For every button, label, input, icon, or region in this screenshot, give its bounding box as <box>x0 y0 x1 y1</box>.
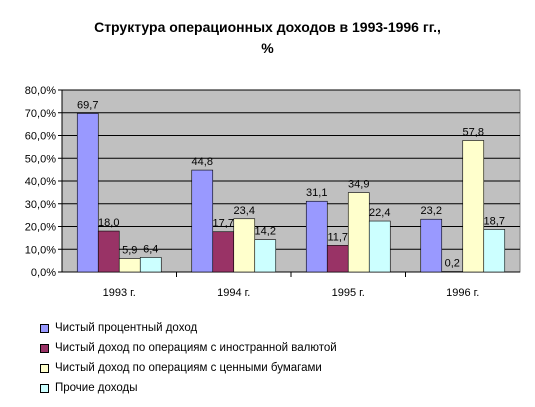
bar <box>233 218 256 273</box>
y-tick-label: 30,0% <box>25 199 56 211</box>
data-label: 17,7 <box>213 218 234 230</box>
data-label: 5,9 <box>122 245 137 257</box>
y-tick-label: 70,0% <box>25 108 56 120</box>
y-tick-label: 20,0% <box>25 222 56 234</box>
y-tick-label: 40,0% <box>25 176 56 188</box>
bar <box>212 231 235 273</box>
bar <box>326 245 349 273</box>
legend-swatch <box>40 343 49 353</box>
legend-label: Чистый доход по операциям с ценными бума… <box>55 362 322 374</box>
y-tick-label: 10,0% <box>25 244 56 256</box>
x-tick-label: 1994 г. <box>217 287 250 299</box>
bar <box>254 239 277 273</box>
x-tick-label: 1993 г. <box>103 287 136 299</box>
data-label: 18,7 <box>484 215 505 227</box>
chart-title-line1: Структура операционных доходов в 1993-19… <box>94 19 441 35</box>
y-tick-label: 50,0% <box>25 153 56 165</box>
bar <box>191 169 214 273</box>
data-label: 23,2 <box>421 205 442 217</box>
data-label: 31,1 <box>306 187 327 199</box>
x-tick-label: 1995 г. <box>332 287 365 299</box>
legend-label: Чистый доход по операциям с иностранной … <box>55 342 337 354</box>
bar <box>483 229 506 273</box>
data-label: 34,9 <box>348 179 369 191</box>
data-label: 6,4 <box>143 243 158 255</box>
bar <box>420 218 443 273</box>
data-label: 22,4 <box>369 207 390 219</box>
data-label: 18,0 <box>98 217 119 229</box>
bar <box>305 200 328 273</box>
data-label: 14,2 <box>255 226 276 238</box>
bar <box>347 192 370 273</box>
data-label: 0,2 <box>445 258 460 270</box>
bar <box>97 230 120 273</box>
y-tick-label: 60,0% <box>25 131 56 143</box>
bar <box>462 140 485 273</box>
legend-swatch <box>40 363 49 373</box>
y-tick-label: 0,0% <box>31 267 56 279</box>
legend-item: Прочие доходы <box>30 378 337 398</box>
legend-item: Чистый процентный доход <box>30 318 337 338</box>
data-label: 23,4 <box>234 205 255 217</box>
legend-swatch <box>40 383 49 393</box>
bar <box>76 113 99 273</box>
y-tick-label: 80,0% <box>25 85 56 97</box>
data-label: 44,8 <box>192 156 213 168</box>
bar <box>368 220 391 273</box>
chart-legend: Чистый процентный доход Чистый доход по о… <box>30 318 337 398</box>
x-tick-label: 1996 г. <box>446 287 479 299</box>
data-label: 11,7 <box>327 231 348 243</box>
bar <box>118 258 141 273</box>
chart-title-line2: % <box>261 40 274 56</box>
legend-swatch <box>40 323 49 333</box>
legend-label: Чистый процентный доход <box>55 322 198 334</box>
bar <box>139 257 162 273</box>
legend-item: Чистый доход по операциям с ценными бума… <box>30 358 337 378</box>
legend-label: Прочие доходы <box>55 382 138 394</box>
data-label: 57,8 <box>463 127 484 139</box>
data-label: 69,7 <box>77 99 98 111</box>
legend-item: Чистый доход по операциям с иностранной … <box>30 338 337 358</box>
